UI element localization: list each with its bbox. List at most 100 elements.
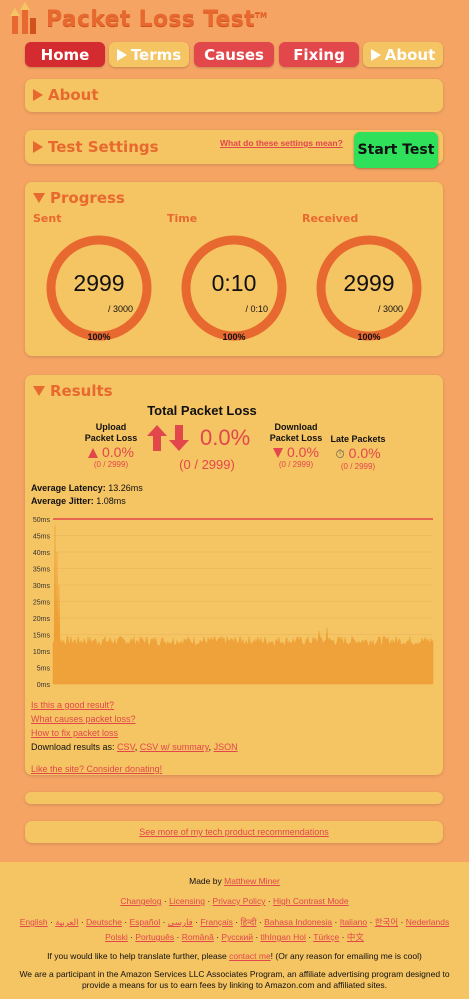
recommend-link[interactable]: See more of my tech product recommendati… — [139, 827, 329, 837]
language-link-8[interactable]: Italiano — [339, 917, 368, 927]
footer: Made by Matthew Miner Changelog · Licens… — [0, 862, 469, 999]
late-packets: Late Packets ⏱ 0.0% (0 / 2999) — [325, 434, 391, 471]
avg-latency: Average Latency: 13.26ms — [31, 483, 143, 493]
csv-summary-link[interactable]: CSV w/ summary — [139, 742, 209, 752]
language-link-7[interactable]: Bahasa Indonesia — [264, 917, 333, 927]
language-link-1[interactable]: العربية — [55, 917, 79, 927]
late-label: Late Packets — [330, 434, 386, 444]
translate-note: If you would like to help translate furt… — [47, 951, 422, 961]
recommend-panel: See more of my tech product recommendati… — [25, 821, 443, 843]
nav-about-button[interactable]: About — [363, 42, 443, 67]
progress-panel: Progress Sent Time Received 2999 / 3000 … — [25, 182, 443, 356]
upload-pct: 0.0% — [101, 444, 134, 460]
good-result-link[interactable]: Is this a good result? — [31, 700, 115, 710]
time-value: 0:10 — [211, 270, 257, 296]
results-panel: Results Upload Packet Loss 0.0% (0 / 2999… — [25, 375, 443, 775]
json-link[interactable]: JSON — [213, 742, 238, 752]
triangle-right-icon — [116, 48, 127, 61]
language-link-0[interactable]: English — [19, 917, 48, 927]
results-title[interactable]: Results — [33, 382, 113, 400]
progress-title[interactable]: Progress — [33, 189, 125, 207]
language-link-row2-1[interactable]: Português — [135, 932, 175, 942]
chart-y-tick: 50ms — [33, 517, 51, 524]
late-pct: 0.0% — [348, 445, 381, 461]
language-link-3[interactable]: Español — [129, 917, 161, 927]
latency-chart: 50ms 45ms 40ms 35ms 30ms 25ms 20ms 15ms 10ms 5ms 0… — [31, 513, 437, 691]
chart-y-tick: 40ms — [33, 550, 51, 557]
about-panel[interactable]: About — [25, 79, 443, 112]
main-nav: Home Terms Causes Fixing About — [25, 42, 443, 67]
triangle-down-icon — [33, 386, 45, 396]
language-link-row2-5[interactable]: Türkçe — [313, 932, 340, 942]
chart-y-tick: 30ms — [33, 583, 51, 590]
chart-y-tick: 5ms — [37, 666, 51, 673]
language-link-2[interactable]: Deutsche — [86, 917, 122, 927]
language-link-6[interactable]: हिन्दी — [240, 917, 257, 927]
about-panel-title[interactable]: About — [33, 86, 99, 104]
time-max: / 0:10 — [245, 304, 268, 314]
causes-link[interactable]: What causes packet loss? — [31, 714, 136, 724]
test-settings-title[interactable]: Test Settings — [33, 138, 159, 156]
language-link-row2-0[interactable]: Polski — [105, 932, 128, 942]
site-header: Packet Loss TestTM — [8, 2, 267, 36]
contact-link[interactable]: contact me — [229, 951, 271, 961]
chart-y-tick: 45ms — [33, 534, 51, 541]
arrow-down-icon — [273, 448, 284, 458]
nav-home-button[interactable]: Home — [25, 42, 105, 67]
download-loss: Download Packet Loss 0.0% (0 / 2999) — [263, 422, 329, 469]
language-link-row2-3[interactable]: Русский — [221, 932, 253, 942]
triangle-right-icon — [370, 48, 381, 61]
made-by: Made by Matthew Miner — [189, 876, 280, 886]
site-title[interactable]: Packet Loss TestTM — [46, 6, 268, 32]
meta-link-1[interactable]: Licensing — [169, 896, 205, 906]
chart-y-tick: 0ms — [37, 682, 51, 689]
language-link-4[interactable]: فارسی — [167, 917, 193, 927]
nav-terms-button[interactable]: Terms — [109, 42, 189, 67]
csv-link[interactable]: CSV — [117, 742, 135, 752]
collapsed-panel — [25, 792, 443, 804]
received-gauge-ring — [316, 235, 422, 341]
time-gauge: 0:10 / 0:10 100% — [180, 234, 288, 342]
sent-label: Sent — [33, 212, 62, 225]
sent-gauge: 2999 / 3000 100% — [45, 234, 153, 342]
triangle-right-icon — [33, 89, 43, 101]
received-percent: 100% — [357, 332, 381, 342]
test-settings-panel: Test Settings What do these settings mea… — [25, 130, 443, 168]
upload-loss: Upload Packet Loss 0.0% (0 / 2999) — [77, 422, 145, 469]
language-link-row2-2[interactable]: Română — [181, 932, 214, 942]
language-link-5[interactable]: Français — [200, 917, 233, 927]
total-loss-value: 0.0% — [147, 425, 267, 453]
language-link-9[interactable]: 한국어 — [374, 917, 399, 927]
meta-link-2[interactable]: Privacy Policy — [212, 896, 266, 906]
total-loss-label: Total Packet Loss — [147, 403, 257, 418]
settings-help-link[interactable]: What do these settings mean? — [220, 138, 343, 148]
nav-causes-button[interactable]: Causes — [194, 42, 274, 67]
time-gauge-ring — [181, 235, 287, 341]
sent-gauge-ring — [46, 235, 152, 341]
meta-link-0[interactable]: Changelog — [120, 896, 162, 906]
language-link-row2-6[interactable]: 中文 — [346, 932, 364, 942]
results-links: Is this a good result? What causes packe… — [31, 698, 238, 776]
upload-count: (0 / 2999) — [93, 460, 129, 469]
start-test-button[interactable]: Start Test — [354, 132, 438, 168]
time-percent: 100% — [222, 332, 246, 342]
download-pct: 0.0% — [286, 444, 319, 460]
nav-fixing-button[interactable]: Fixing — [279, 42, 359, 67]
donate-link[interactable]: Like the site? Consider donating! — [31, 764, 163, 774]
language-link-10[interactable]: Nederlands — [405, 917, 450, 927]
arrow-up-icon — [88, 448, 99, 458]
amazon-disclosure: We are a participant in the Amazon Servi… — [19, 969, 450, 990]
stopwatch-icon: ⏱ — [335, 447, 345, 461]
chart-y-tick: 10ms — [33, 649, 51, 656]
language-link-row2-4[interactable]: tlhIngan Hol — [260, 932, 306, 942]
received-gauge: 2999 / 3000 100% — [315, 234, 423, 342]
received-max: / 3000 — [377, 304, 403, 314]
chart-y-tick: 20ms — [33, 616, 51, 623]
meta-link-3[interactable]: High Contrast Mode — [273, 896, 349, 906]
download-label: Download Packet Loss — [269, 422, 323, 443]
triangle-down-icon — [33, 193, 45, 203]
language-links-row1: English · العربية · Deutsche · Español ·… — [19, 917, 450, 927]
author-link[interactable]: Matthew Miner — [224, 876, 280, 886]
fix-link[interactable]: How to fix packet loss — [31, 728, 119, 738]
chart-y-tick: 25ms — [33, 600, 51, 607]
